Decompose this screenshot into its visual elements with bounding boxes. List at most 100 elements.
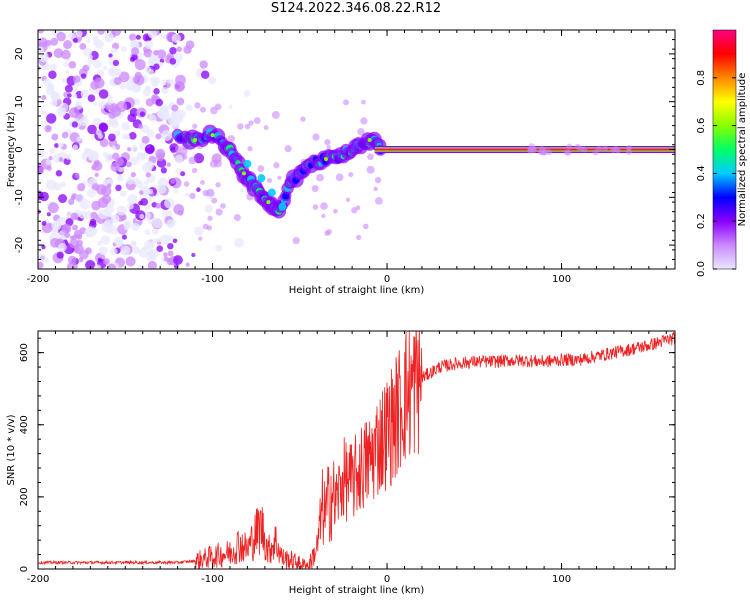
heatmap-noise-cell — [69, 235, 75, 241]
heatmap-noise-cell — [85, 226, 97, 238]
heatmap-noise-cell — [38, 37, 48, 48]
heatmap-noise-cell — [77, 183, 86, 192]
heatmap-noise-cell — [83, 47, 93, 57]
heatmap-plot-area — [38, 30, 675, 269]
y-tick-label: 10 — [14, 95, 25, 108]
colorbar — [712, 29, 737, 270]
heatmap-noise-cell — [188, 156, 197, 165]
heatmap-noise-cell — [139, 111, 146, 117]
heatmap-noise-cell — [40, 120, 46, 126]
heatmap-noise-cell — [78, 257, 84, 263]
heatmap-noise-cell — [120, 190, 127, 197]
heatmap-noise-cell — [161, 86, 169, 94]
heatmap-noise-cell — [156, 184, 167, 194]
heatmap-noise-cell — [374, 197, 383, 205]
heatmap-noise-cell — [136, 151, 146, 161]
heatmap-noise-cell — [200, 70, 210, 80]
heatmap-noise-cell — [171, 33, 181, 43]
heatmap-noise-cell — [47, 202, 59, 214]
heatmap-noise-cell — [191, 167, 198, 174]
heatmap-noise-cell — [228, 104, 233, 109]
heatmap-noise-cell — [360, 117, 368, 125]
heatmap-noise-cell — [60, 181, 66, 188]
heatmap-noise-cell — [152, 238, 157, 244]
heatmap-noise-cell — [116, 174, 124, 182]
heatmap-noise-cell — [156, 245, 164, 252]
heatmap-noise-cell — [71, 121, 79, 128]
heatmap-noise-cell — [45, 179, 57, 191]
heatmap-noise-cell — [55, 170, 63, 177]
heatmap-noise-cell — [263, 125, 269, 131]
heatmap-noise-cell — [312, 204, 319, 210]
heatmap-noise-cell — [215, 182, 221, 188]
x-tick-label: 100 — [552, 274, 571, 285]
heatmap-noise-cell — [125, 256, 136, 267]
heatmap-noise-cell — [184, 192, 190, 198]
heatmap-noise-cell — [326, 228, 332, 235]
heatmap-noise-cell — [345, 197, 351, 202]
heatmap-noise-cell — [72, 75, 81, 83]
heatmap-noise-cell — [93, 60, 102, 69]
snr-series-line — [38, 331, 675, 569]
heatmap-noise-cell — [316, 173, 324, 182]
heatmap-noise-cell — [273, 162, 280, 169]
heatmap-noise-cell — [127, 178, 134, 185]
heatmap-noise-cell — [220, 203, 226, 209]
heatmap-noise-cell — [139, 213, 145, 220]
heatmap-noise-cell — [182, 154, 188, 160]
heatmap-noise-cell — [257, 165, 265, 173]
heatmap-noise-cell — [192, 123, 198, 129]
heatmap-noise-cell — [61, 223, 72, 234]
heatmap-noise-cell — [69, 238, 79, 249]
heatmap-noise-cell — [59, 102, 69, 113]
heatmap-noise-cell — [271, 110, 280, 119]
heatmap-noise-cell — [82, 114, 88, 119]
heatmap-noise-cell — [343, 99, 349, 106]
heatmap-noise-cell — [85, 259, 96, 269]
y-tick-label: 0 — [14, 146, 25, 152]
heatmap-noise-cell — [127, 147, 132, 152]
colorbar-label: Normalized spectral amplitude — [737, 73, 748, 227]
heatmap-noise-cell — [121, 234, 127, 240]
heatmap-noise-cell — [98, 246, 108, 256]
heatmap-noise-cell — [173, 255, 183, 265]
heatmap-noise-cell — [47, 83, 55, 91]
heatmap-noise-cell — [196, 187, 201, 192]
heatmap-noise-cell — [167, 235, 174, 241]
heatmap-signal-peak — [241, 171, 246, 176]
heatmap-noise-cell — [131, 145, 139, 152]
heatmap-noise-cell — [243, 90, 251, 97]
snr-y-axis-label: SNR (10 * v/v) — [6, 414, 17, 485]
heatmap-noise-cell — [160, 105, 168, 112]
heatmap-noise-cell — [185, 262, 190, 267]
heatmap-noise-cell — [94, 172, 99, 177]
heatmap-noise-cell — [64, 84, 73, 93]
heatmap-noise-cell — [277, 175, 282, 180]
heatmap-noise-cell — [215, 244, 223, 252]
heatmap-noise-cell — [75, 30, 83, 38]
heatmap-noise-cell — [177, 209, 184, 216]
heatmap-noise-cell — [106, 178, 113, 186]
heatmap-noise-cell — [320, 202, 328, 210]
heatmap-noise-cell — [45, 159, 52, 166]
heatmap-noise-cell — [131, 222, 140, 232]
heatmap-noise-cell — [179, 147, 188, 156]
heatmap-noise-cell — [193, 153, 205, 164]
heatmap-noise-cell — [145, 160, 155, 170]
heatmap-noise-cell — [169, 58, 177, 65]
heatmap-noise-cell — [333, 208, 338, 214]
heatmap-noise-cell — [244, 123, 251, 130]
heatmap-noise-cell — [135, 34, 141, 40]
heatmap-noise-cell — [174, 145, 182, 153]
heatmap-noise-cell — [234, 238, 244, 248]
heatmap-noise-cell — [51, 133, 59, 141]
heatmap-noise-cell — [176, 97, 185, 106]
snr-plot-frame — [37, 330, 676, 570]
heatmap-noise-cell — [108, 66, 119, 78]
heatmap-y-axis-label: Frequency (Hz) — [6, 112, 17, 188]
x-tick-label: 0 — [384, 274, 390, 285]
heatmap-noise-cell — [97, 30, 105, 35]
heatmap-noise-cell — [166, 257, 175, 266]
heatmap-noise-cell — [110, 214, 120, 224]
heatmap-noise-cell — [138, 123, 144, 129]
